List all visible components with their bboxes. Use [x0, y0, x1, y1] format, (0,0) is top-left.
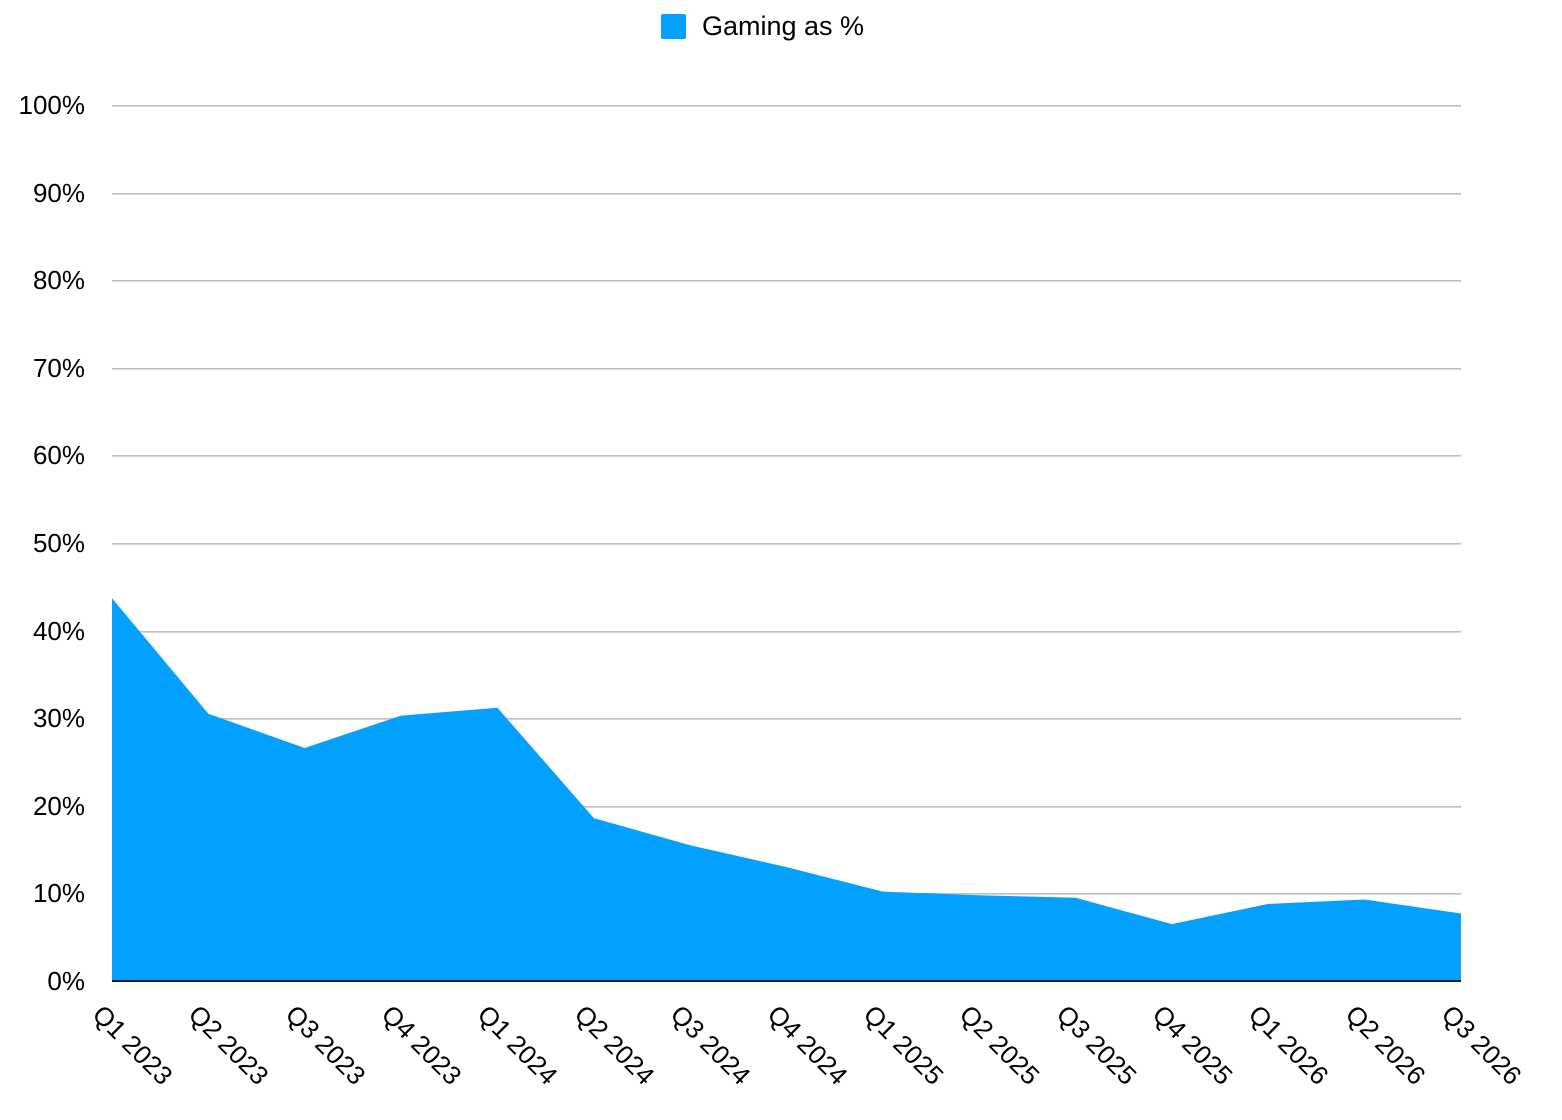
y-axis-label-80: 80% [32, 265, 85, 296]
y-axis-label-20: 20% [32, 790, 85, 821]
y-axis-label-30: 30% [32, 703, 85, 734]
x-axis-label: Q1 2024 [472, 999, 564, 1091]
gridline-100 [112, 105, 1461, 107]
x-axis-label: Q2 2025 [953, 999, 1046, 1091]
x-axis-label: Q4 2025 [1146, 999, 1239, 1091]
area-series [112, 598, 1461, 981]
gridline-20 [112, 805, 1461, 808]
y-axis-label-90: 90% [32, 177, 85, 208]
gridline-40 [112, 630, 1461, 633]
plot-area [112, 105, 1461, 982]
x-axis-label: Q3 2023 [279, 999, 372, 1091]
y-axis-label-70: 70% [32, 352, 85, 383]
x-axis-label: Q3 2025 [1050, 999, 1143, 1091]
y-axis-label-50: 50% [32, 528, 85, 558]
area-series-polygon [112, 598, 1461, 981]
y-axis-label-100: 100% [18, 90, 86, 120]
legend: Gaming as % [661, 13, 864, 40]
x-axis-label: Q1 2025 [857, 999, 950, 1091]
y-axis-label-0: 0% [47, 966, 85, 996]
x-axis-label: Q4 2024 [761, 999, 854, 1091]
x-axis-label: Q3 2026 [1435, 999, 1528, 1091]
gridline-60 [112, 455, 1461, 458]
y-axis-label-40: 40% [32, 615, 85, 646]
x-axis-label: Q4 2023 [375, 999, 468, 1091]
x-axis-label: Q2 2026 [1339, 999, 1432, 1091]
x-axis-label: Q2 2023 [183, 999, 275, 1091]
gridline-70 [112, 367, 1461, 370]
x-axis-label: Q3 2024 [664, 999, 757, 1091]
legend-label: Gaming as % [702, 11, 865, 41]
x-axis-label: Q1 2023 [86, 999, 179, 1091]
x-axis-label: Q1 2026 [1243, 999, 1335, 1091]
gridline-90 [112, 192, 1461, 195]
gridline-50 [112, 543, 1461, 545]
x-axis-line [112, 980, 1461, 982]
x-axis-label: Q2 2024 [568, 999, 661, 1091]
y-axis-label-60: 60% [32, 440, 85, 471]
gridline-30 [112, 718, 1461, 721]
legend-swatch-icon [661, 14, 686, 39]
gridline-80 [112, 280, 1461, 283]
y-axis-label-10: 10% [32, 878, 85, 909]
